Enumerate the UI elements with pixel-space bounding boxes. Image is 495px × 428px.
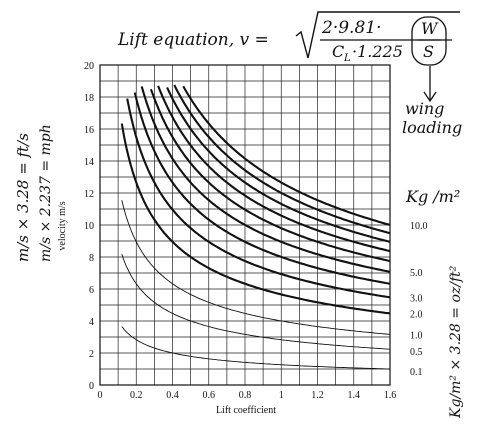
- y-tick-label: 16: [84, 125, 94, 136]
- curve-w-6: [149, 88, 391, 263]
- x-tick-label: 0.2: [130, 390, 143, 401]
- curve-w-9: [173, 84, 391, 235]
- equation-s: S: [423, 42, 434, 61]
- x-tick-label: 1.4: [348, 390, 361, 401]
- y-tick-label: 4: [89, 317, 94, 328]
- y-tick-label: 6: [89, 285, 94, 296]
- conversion-note-fts: m/s × 3.28 = ft/s: [14, 133, 32, 262]
- curve-w-0_1: [121, 326, 391, 370]
- curve-w-4: [133, 92, 391, 285]
- conversion-note-mph: m/s × 2.237 = mph: [38, 124, 54, 262]
- y-tick-label: 8: [89, 253, 94, 264]
- equation-den-rest: ·1.225: [352, 42, 403, 61]
- plot-frame: [99, 64, 391, 386]
- series-labels: 10.0 5.0 3.0 2.0 1.0 0.5 0.1: [410, 221, 428, 378]
- series-label: 1.0: [410, 330, 423, 341]
- y-tick-label: 20: [84, 61, 94, 72]
- conversion-note-oz: Kg/m² × 3.28 = oz/ft²: [448, 265, 464, 419]
- tick-labels: 0 0.2 0.4 0.6 0.8 1 1.2 1.4 1.6 0 2 4 6 8 10 12 14 16 18 20: [84, 61, 396, 401]
- wing-note-2: loading: [402, 118, 462, 137]
- series-label: 0.1: [410, 367, 423, 378]
- curves: [120, 84, 391, 370]
- x-axis-label: Lift coefficient: [216, 405, 276, 416]
- y-tick-label: 14: [84, 157, 94, 168]
- curve-w-1: [121, 200, 391, 335]
- curve-w-3: [126, 98, 391, 299]
- equation-label: Lift equation, v =: [117, 30, 269, 50]
- curve-w-8: [166, 86, 391, 243]
- sqrt-sign: [295, 11, 460, 59]
- equation-note: Lift equation, v = 2·9.81· C L ·1.225 W …: [117, 11, 460, 103]
- y-tick-label: 10: [84, 221, 94, 232]
- y-axis-label: velocity m/s: [57, 201, 68, 250]
- equation-numerator: 2·9.81·: [321, 18, 381, 38]
- units-note: Kg /m²: [405, 187, 460, 206]
- x-tick-label: 0: [98, 390, 103, 401]
- wing-note-1: wing: [405, 99, 444, 118]
- x-tick-label: 0.4: [166, 390, 179, 401]
- grid: [99, 64, 391, 386]
- x-tick-label: 1.2: [311, 390, 324, 401]
- equation-denominator: C: [332, 42, 344, 61]
- curve-w-5: [140, 86, 391, 273]
- series-label: 3.0: [410, 293, 423, 304]
- equation-w: W: [421, 19, 439, 38]
- x-tick-label: 1.6: [384, 390, 397, 401]
- curve-w-7: [157, 85, 391, 253]
- series-label: 2.0: [410, 309, 423, 320]
- x-tick-label: 1: [279, 390, 284, 401]
- curve-w-0_5: [121, 254, 391, 350]
- curve-w-2: [120, 123, 391, 315]
- equation-den-sub: L: [343, 53, 351, 64]
- y-tick-label: 2: [89, 349, 94, 360]
- y-tick-label: 18: [84, 93, 94, 104]
- y-tick-label: 0: [89, 381, 94, 392]
- series-label: 10.0: [410, 221, 428, 232]
- arrow-down-icon: [423, 66, 437, 103]
- x-tick-label: 0.8: [239, 390, 252, 401]
- loading-circle: [411, 16, 447, 66]
- curve-w-10: [182, 85, 391, 226]
- series-label: 5.0: [410, 268, 423, 279]
- y-tick-label: 12: [84, 189, 94, 200]
- x-tick-label: 0.6: [203, 390, 216, 401]
- series-label: 0.5: [410, 347, 423, 358]
